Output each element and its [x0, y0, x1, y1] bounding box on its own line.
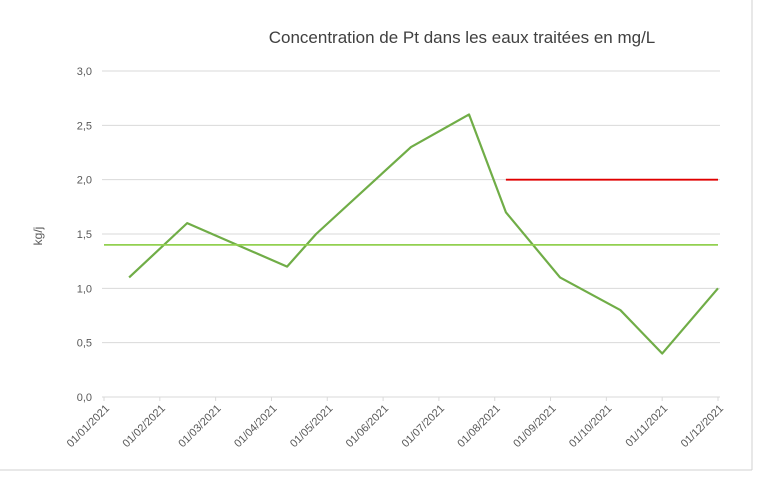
x-tick-label: 01/08/2021: [455, 403, 502, 450]
x-tick-label: 01/03/2021: [176, 403, 223, 450]
x-tick-label: 01/02/2021: [121, 403, 168, 450]
y-tick-label: 2,5: [77, 120, 92, 132]
x-tick-label: 01/11/2021: [623, 403, 670, 450]
x-tick-label: 01/09/2021: [511, 403, 558, 450]
x-tick-label: 01/06/2021: [344, 403, 391, 450]
x-tick-label: 01/01/2021: [65, 403, 112, 450]
x-tick-label: 01/05/2021: [288, 403, 335, 450]
y-tick-label: 1,0: [77, 283, 92, 295]
series-line: [128, 113, 719, 355]
y-tick-label: 0,0: [77, 392, 92, 404]
y-tick-label: 3,0: [77, 66, 92, 78]
x-tick-label: 01/12/2021: [679, 403, 726, 450]
x-tick-label: 01/07/2021: [400, 403, 447, 450]
y-tick-label: 1,5: [77, 229, 92, 241]
y-tick-label: 0,5: [77, 338, 92, 350]
y-axis-label: kg/j: [31, 227, 45, 246]
x-tick-label: 01/10/2021: [567, 403, 614, 450]
chart-title: Concentration de Pt dans les eaux traité…: [269, 28, 656, 47]
x-tick-label: 01/04/2021: [232, 403, 279, 450]
y-tick-label: 2,0: [77, 175, 92, 187]
